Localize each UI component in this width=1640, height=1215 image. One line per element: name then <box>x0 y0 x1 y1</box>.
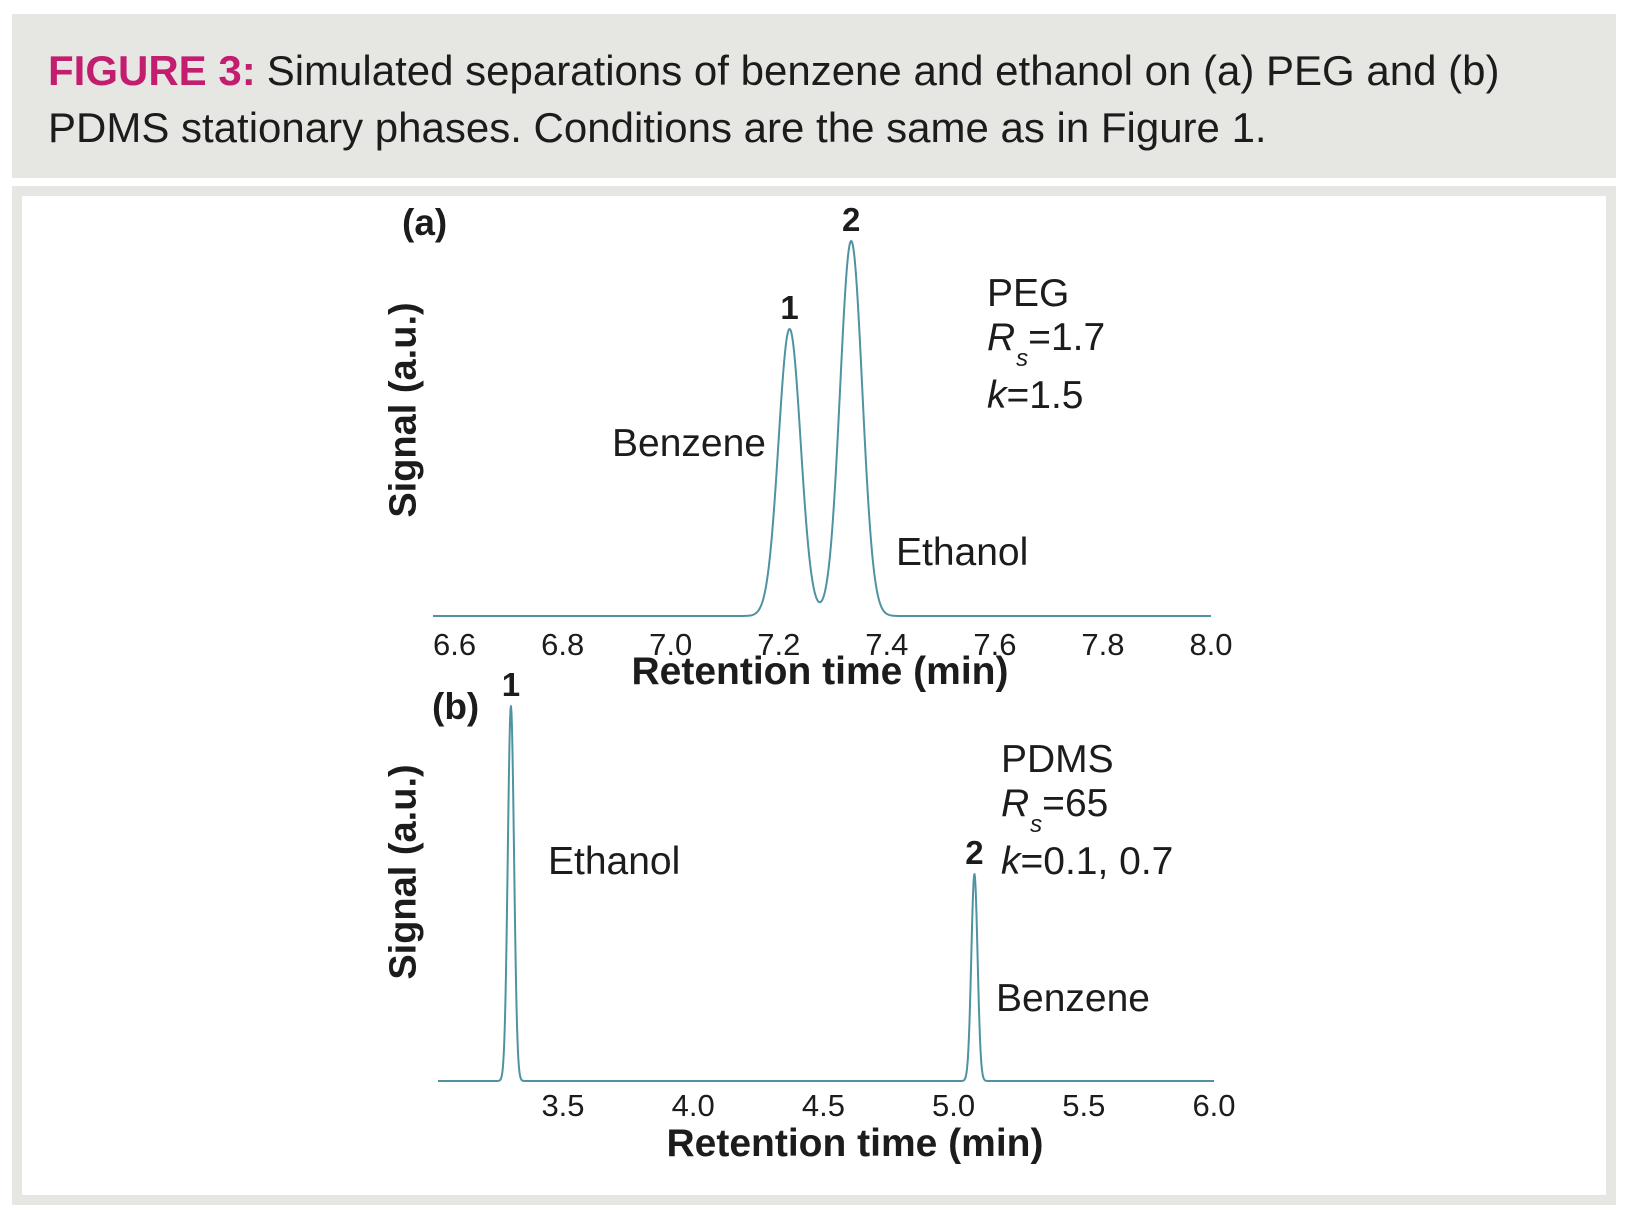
panel-label-a: (a) <box>402 202 448 243</box>
x-tick-label: 5.0 <box>932 1088 976 1123</box>
x-tick-label: 7.8 <box>1081 627 1125 662</box>
chart-panel <box>12 186 1616 1205</box>
plot-area-a: 1 2 6.6 6.8 7.0 7.2 7.4 7.6 7.8 8.0 <box>432 203 1233 662</box>
peak-number-label-a2: 2 <box>842 201 861 238</box>
figure-caption: FIGURE 3: Simulated separations of benzen… <box>12 14 1616 178</box>
plot-area-b: 1 2 3.5 4.0 4.5 5.0 5.5 6.0 <box>437 668 1236 1123</box>
compound-label-ethanol-b: Ethanol <box>548 840 681 883</box>
x-tick-label: 8.0 <box>1189 627 1233 662</box>
k-number-b: =0.1, 0.7 <box>1020 839 1174 883</box>
compound-label-ethanol-a: Ethanol <box>896 531 1029 574</box>
resolution-number-a: =1.7 <box>1028 316 1106 359</box>
x-tick-label: 7.2 <box>757 627 801 662</box>
stationary-phase-name-a: PEG <box>987 272 1070 315</box>
peak-number-label-b1: 1 <box>501 666 521 703</box>
stationary-phase-name-b: PDMS <box>1001 738 1114 781</box>
resolution-subscript-b: s <box>1030 810 1043 838</box>
x-tick-label: 5.5 <box>1062 1088 1106 1123</box>
peak-number-label-a1: 1 <box>780 289 799 326</box>
x-tick-label: 4.0 <box>671 1088 715 1123</box>
k-symbol-a: k <box>987 373 1007 417</box>
phase-annotation-b: PDMS Rs=65 k=0.1, 0.7 <box>1001 738 1173 884</box>
x-axis-ticks-b: 3.5 4.0 4.5 5.0 5.5 6.0 <box>438 1088 1235 1125</box>
phase-annotation-a: PEG Rs=1.7 k=1.5 <box>987 272 1105 418</box>
resolution-subscript-a: s <box>1016 344 1029 372</box>
caption-label: FIGURE 3: <box>48 47 256 94</box>
panel-label-b: (b) <box>432 686 480 727</box>
resolution-symbol-b: R <box>1001 782 1030 825</box>
x-tick-label: 7.4 <box>865 627 909 662</box>
compound-label-benzene-a: Benzene <box>612 422 766 465</box>
retention-factor-a: k=1.5 <box>987 374 1105 418</box>
peak-number-label-b2: 2 <box>965 834 984 871</box>
resolution-number-b: =65 <box>1042 782 1109 825</box>
x-axis-ticks-a: 6.6 6.8 7.0 7.2 7.4 7.6 7.8 8.0 <box>433 627 1233 664</box>
retention-factor-b: k=0.1, 0.7 <box>1001 840 1173 884</box>
x-tick-label: 7.6 <box>973 627 1017 662</box>
resolution-value-a: Rs=1.7 <box>987 316 1105 374</box>
k-symbol-b: k <box>1001 839 1021 883</box>
x-axis-title-b: Retention time (min) <box>666 1122 1044 1165</box>
x-tick-label: 7.0 <box>649 627 693 662</box>
x-axis-title-a: Retention time (min) <box>631 650 1009 693</box>
resolution-symbol-a: R <box>987 316 1016 359</box>
x-tick-label: 6.6 <box>433 627 477 662</box>
x-tick-label: 3.5 <box>541 1088 585 1123</box>
k-number-a: =1.5 <box>1006 373 1084 417</box>
resolution-value-b: Rs=65 <box>1001 782 1173 840</box>
y-axis-label-b: Signal (a.u.) <box>382 764 425 980</box>
caption-body: Simulated separations of benzene and eth… <box>48 47 1500 151</box>
chromatogram-trace-b <box>437 705 1215 1082</box>
caption-text: FIGURE 3: Simulated separations of benzen… <box>12 14 1593 156</box>
signal-trace-a <box>432 240 1212 617</box>
x-tick-label: 6.8 <box>541 627 585 662</box>
chromatogram-trace-a <box>432 240 1212 617</box>
compound-label-benzene-b: Benzene <box>996 977 1150 1020</box>
signal-trace-b <box>437 705 1215 1082</box>
x-tick-label: 6.0 <box>1192 1088 1236 1123</box>
x-tick-label: 4.5 <box>801 1088 845 1123</box>
